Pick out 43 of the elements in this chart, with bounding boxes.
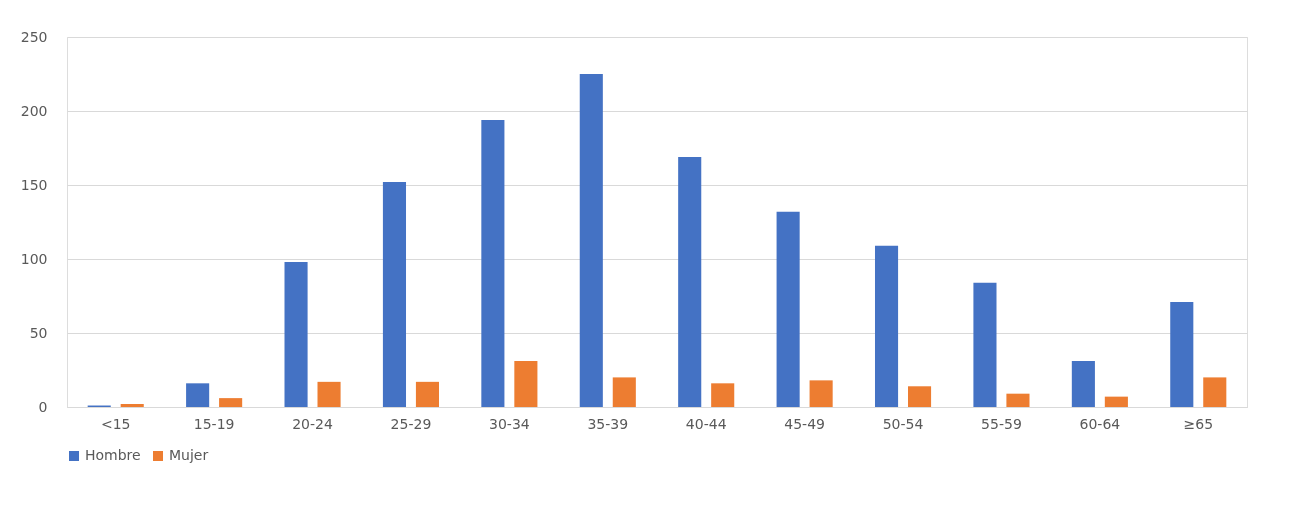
y-tick-label: 0 — [38, 398, 48, 415]
bar — [973, 282, 997, 407]
bar — [776, 211, 800, 407]
bar — [1170, 301, 1194, 407]
bar — [219, 398, 243, 407]
bar — [1104, 396, 1128, 407]
y-tick-label: 250 — [20, 28, 48, 45]
x-tick-label: 15-19 — [193, 415, 235, 432]
bar — [579, 74, 603, 407]
bar — [711, 383, 735, 407]
bar — [514, 361, 538, 407]
x-tick-label: 25-29 — [390, 415, 432, 432]
x-tick-label: <15 — [100, 415, 131, 432]
bar — [284, 261, 308, 407]
y-tick-label: 50 — [29, 324, 48, 341]
legend-label: Mujer — [169, 447, 209, 463]
x-tick-label: 30-34 — [489, 415, 530, 432]
y-tick-label: 150 — [20, 176, 48, 193]
bar — [874, 245, 899, 407]
bar — [1203, 377, 1227, 407]
x-tick-label: 40-44 — [685, 415, 727, 432]
legend-label: Hombre — [85, 447, 141, 463]
bar — [317, 381, 341, 407]
x-tick-label: 50-54 — [882, 415, 924, 432]
bar — [415, 381, 440, 407]
bar — [1006, 393, 1030, 407]
x-tick-label: 45-49 — [784, 415, 825, 432]
bar — [809, 380, 833, 407]
y-tick-label: 100 — [20, 250, 48, 267]
bar — [382, 182, 407, 407]
bar — [1071, 361, 1095, 407]
x-tick-label: 35-39 — [587, 415, 629, 432]
bar — [612, 377, 636, 407]
y-tick-label: 200 — [20, 102, 48, 119]
bar — [120, 404, 144, 407]
x-tick-label: 60-64 — [1079, 415, 1121, 432]
x-tick-label: ≥65 — [1183, 415, 1214, 432]
x-tick-label: 55-59 — [981, 415, 1022, 432]
bar — [678, 156, 702, 407]
bar — [481, 119, 505, 407]
bar — [907, 386, 932, 407]
x-tick-label: 20-24 — [292, 415, 333, 432]
bar — [186, 383, 210, 407]
